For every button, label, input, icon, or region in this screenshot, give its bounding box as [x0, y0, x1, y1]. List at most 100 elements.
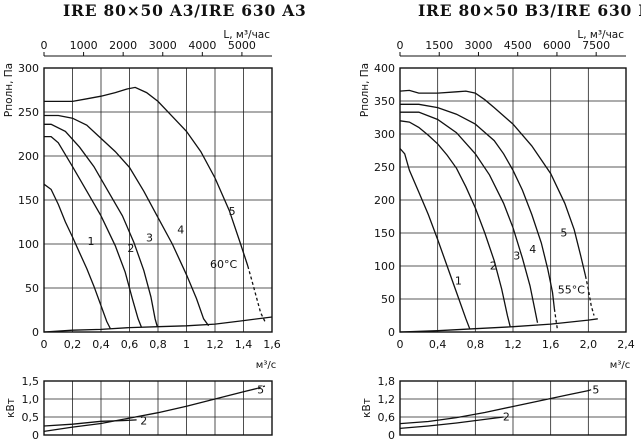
left-x-tick-label: 0	[41, 338, 48, 351]
left-series-line-3	[44, 123, 158, 327]
left-x-tick-label: 1,4	[235, 338, 253, 351]
right-power-series-line-5-55-C-	[588, 387, 596, 392]
right-power-y-tick-label: 0,6	[378, 411, 396, 424]
left-top-tick-label: 4000	[188, 39, 216, 52]
left-plot-frame	[43, 67, 273, 333]
left-curve-label: 1	[88, 235, 95, 248]
right-y-axis-label: Pполн, Па	[359, 63, 371, 117]
left-power-y-tick-label: 0,5	[22, 411, 40, 424]
left-y-tick-label: 200	[18, 150, 39, 163]
right-series-line-3	[400, 111, 539, 323]
chart-title-left: IRE 80×50 A3/IRE 630 A3	[63, 1, 307, 20]
right-x-unit-label: м³/с	[610, 360, 630, 371]
right-y-tick-label: 50	[381, 293, 395, 306]
left-y-tick-label: 50	[25, 282, 39, 295]
right-curve-label: 1	[455, 274, 462, 287]
right-x-tick-label: 2,0	[580, 338, 598, 351]
left-y-tick-label: 300	[18, 62, 39, 75]
left-y-tick-label: 100	[18, 238, 39, 251]
left-x-unit-label: м³/с	[256, 360, 276, 371]
right-curve-label: 4	[529, 243, 536, 256]
left-y-tick-label: 250	[18, 106, 39, 119]
left-power-series-line-5	[43, 387, 258, 433]
left-power-frame	[43, 380, 273, 436]
left-y-axis-label: Pполн, Па	[3, 63, 15, 117]
right-power-series-line-2	[399, 416, 504, 430]
left-x-tick-label: 0,8	[149, 338, 167, 351]
right-top-tick-label: 6000	[543, 39, 571, 52]
left-x-tick-label: 1	[183, 338, 190, 351]
left-power-series-line-2	[43, 419, 137, 427]
left-series-line-5	[44, 86, 249, 267]
left-series-line-1	[43, 183, 111, 329]
left-power-y-tick-label: 1,0	[22, 393, 40, 406]
right-power-y-tick-label: 0	[388, 429, 395, 442]
right-power-curve-label: 5	[592, 383, 599, 396]
right-series-line-4-55-C-	[553, 308, 558, 329]
left-x-tick-label: 0,6	[121, 338, 139, 351]
right-y-tick-label: 350	[374, 95, 395, 108]
right-power-y-tick-label: 1,2	[378, 393, 396, 406]
left-top-tick-label: 3000	[149, 39, 177, 52]
left-power-y-tick-label: 0	[32, 429, 39, 442]
right-top-tick-label: 3000	[464, 39, 492, 52]
right-x-tick-label: 1,2	[504, 338, 522, 351]
right-power-frame	[399, 380, 627, 436]
right-x-tick-label: 0,4	[429, 338, 447, 351]
left-curve-label: 2	[127, 242, 134, 255]
left-temperature-label: 60°C	[210, 258, 237, 271]
right-y-tick-label: 150	[374, 227, 395, 240]
left-x-tick-label: 0,4	[92, 338, 110, 351]
left-series-line-4	[44, 114, 210, 327]
left-power-y-axis-label: кВт	[5, 398, 17, 418]
right-curve-label: 2	[490, 259, 497, 272]
right-x-tick-label: 0	[397, 338, 404, 351]
left-power-curve-label: 2	[140, 415, 147, 428]
left-top-axis-label: L, м³/час	[223, 29, 270, 41]
left-x-tick-label: 0,2	[64, 338, 82, 351]
right-y-tick-label: 100	[374, 260, 395, 273]
right-power-y-axis-label: кВт	[361, 398, 373, 418]
left-top-tick-label: 5000	[228, 39, 256, 52]
left-curve-label: 5	[229, 205, 236, 218]
left-curve-label: 4	[177, 223, 184, 236]
right-top-tick-label: 7500	[582, 39, 610, 52]
right-x-tick-label: 2,4	[617, 338, 635, 351]
left-x-tick-label: 1,6	[263, 338, 281, 351]
left-series-line-5-60-C-	[247, 265, 266, 322]
right-series-line-2	[399, 120, 511, 327]
right-curve-label: 3	[513, 249, 520, 262]
left-top-tick-label: 2000	[109, 39, 137, 52]
left-y-tick-label: 0	[32, 326, 39, 339]
right-top-axis-label: L, м³/час	[577, 29, 624, 41]
left-power-y-tick-label: 1,5	[22, 375, 40, 388]
chart-title-right: IRE 80×50 B3/IRE 630 B3	[418, 1, 641, 20]
right-power-curve-label: 2	[503, 410, 510, 423]
left-power-curve-label: 5	[257, 383, 264, 396]
right-power-y-tick-label: 1,8	[378, 375, 396, 388]
right-series-line-5	[399, 89, 587, 277]
left-y-tick-label: 150	[18, 194, 39, 207]
right-series-line-system	[399, 318, 598, 333]
right-power-series-line-5	[399, 389, 589, 425]
right-top-tick-label: 1500	[425, 39, 453, 52]
right-x-tick-label: 1,6	[542, 338, 560, 351]
right-curve-label: 5	[560, 226, 567, 239]
right-x-tick-label: 0,8	[467, 338, 485, 351]
right-series-line-5-55-C-	[584, 275, 595, 316]
right-y-tick-label: 200	[374, 194, 395, 207]
right-series-line-4	[400, 103, 556, 309]
right-temperature-label: 55°C	[558, 284, 585, 297]
left-power-series-line-5-60-C-	[257, 385, 266, 389]
left-top-tick-label: 1000	[70, 39, 98, 52]
right-y-tick-label: 0	[388, 326, 395, 339]
right-plot-frame	[399, 67, 627, 333]
left-series-line-2	[44, 135, 143, 328]
right-top-tick-label: 0	[397, 39, 404, 52]
right-y-tick-label: 250	[374, 161, 395, 174]
left-x-tick-label: 1,2	[206, 338, 224, 351]
right-top-tick-label: 4500	[504, 39, 532, 52]
right-series-line-1	[399, 148, 471, 329]
